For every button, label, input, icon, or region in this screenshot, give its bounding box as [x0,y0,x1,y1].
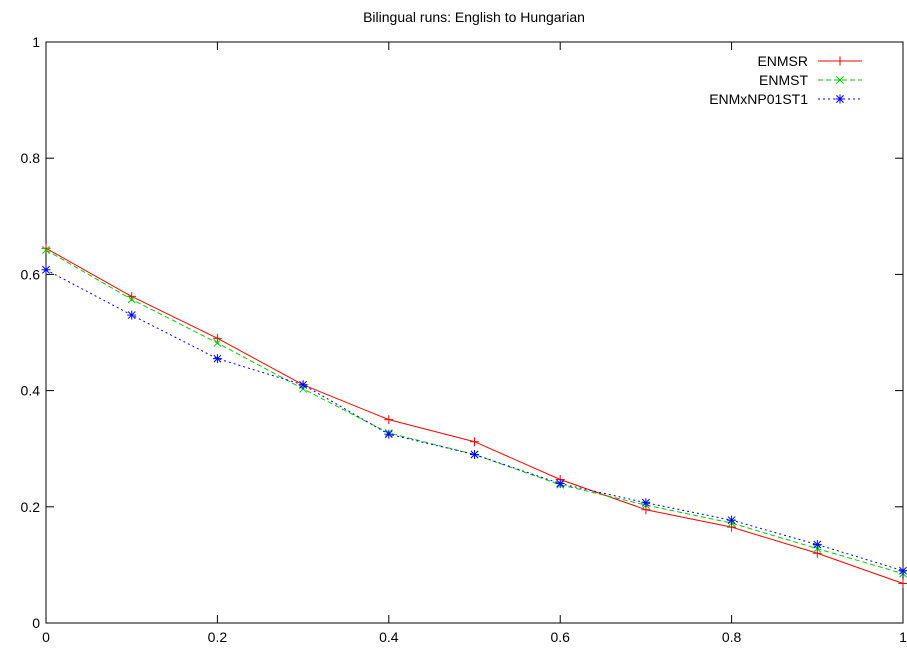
legend-label: ENMSR [757,53,808,69]
legend-marker [836,76,844,84]
data-point [727,515,737,525]
marker-stroke [213,354,222,363]
y-tick-label: 0.4 [21,383,41,399]
legend-item: ENMxNP01ST1 [709,91,862,107]
marker-stroke [384,430,393,439]
data-point [41,243,51,253]
marker-stroke [299,380,308,389]
series-group [41,243,907,588]
legend-label: ENMST [759,72,808,88]
marker-stroke [556,479,565,488]
x-tick-label: 0.2 [208,629,228,645]
data-point [898,578,907,588]
data-point [812,540,822,550]
y-tick-label: 1 [32,34,40,50]
data-point [384,429,394,439]
data-point [212,354,222,364]
marker-stroke [836,76,844,84]
legend-item: ENMSR [757,53,862,69]
marker-stroke [836,95,844,103]
chart-title: Bilingual runs: English to Hungarian [363,9,585,25]
data-point [384,415,394,425]
y-tick-label: 0.8 [21,150,41,166]
data-point [127,310,137,320]
data-point [470,437,479,447]
x-tick-label: 0 [42,629,50,645]
marker-stroke [127,311,136,320]
series-line [45,249,904,575]
data-point [213,339,222,347]
marker-stroke [127,295,136,304]
data-point [42,246,50,254]
data-point [470,450,479,460]
data-point [298,380,308,390]
data-point [898,566,907,576]
data-point [212,333,222,343]
y-tick-label: 0.2 [21,499,41,515]
series-line [45,247,904,584]
series-enmxnp01st1 [41,265,907,576]
y-tick-label: 0.6 [21,266,41,282]
marker-stroke [213,339,222,347]
legend-marker [835,94,845,104]
legend-item: ENMST [759,72,862,88]
legend: ENMSR ENMST ENMxNP01ST1 [709,53,862,107]
marker-stroke [42,265,50,274]
x-tick-label: 0.8 [722,629,742,645]
data-point [812,548,822,558]
legend-marker [835,56,845,66]
x-tick-label: 1 [899,629,907,645]
series-enmst [42,246,907,578]
axis-ticks: 0 0.2 0.4 0.6 0.8 1 0 0.2 0.4 0.6 0.8 1 [21,34,907,645]
legend-label: ENMxNP01ST1 [709,91,808,107]
marker-stroke [899,566,907,575]
data-point [127,295,136,304]
series-enmsr [41,243,907,588]
plot-frame [45,41,904,624]
y-tick-label: 0 [32,615,40,631]
x-tick-label: 0.4 [379,629,399,645]
marker-stroke [470,450,479,459]
data-point [641,498,651,508]
x-tick-label: 0.6 [550,629,570,645]
marker-stroke [813,540,822,549]
marker-stroke [727,516,736,525]
marker-stroke [42,246,50,254]
data-point [555,479,565,489]
data-point [41,265,51,275]
plot-area [45,41,904,624]
marker-stroke [641,498,650,507]
series-line [45,269,904,572]
